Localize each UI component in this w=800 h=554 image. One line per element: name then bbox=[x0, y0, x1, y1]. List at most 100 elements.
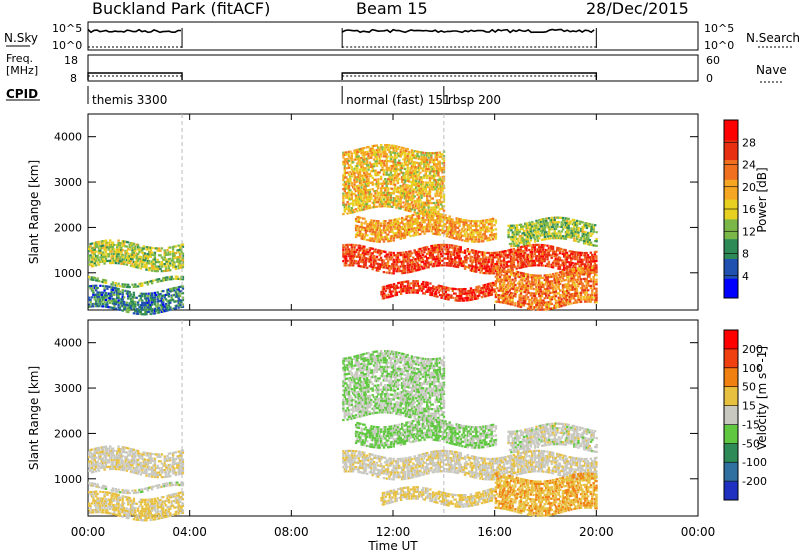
power-cell bbox=[571, 279, 574, 282]
power-cell bbox=[455, 226, 458, 229]
power-cell bbox=[111, 255, 115, 258]
power-cell bbox=[100, 296, 103, 299]
power-cell bbox=[398, 281, 401, 284]
power-cell bbox=[582, 298, 586, 301]
power-cell bbox=[546, 292, 549, 295]
power-cell bbox=[401, 221, 404, 224]
power-cell bbox=[148, 251, 151, 254]
power-cell bbox=[142, 256, 145, 259]
power-cell bbox=[371, 268, 374, 271]
power-cell bbox=[477, 240, 481, 243]
power-cell bbox=[357, 244, 360, 247]
power-cell bbox=[526, 278, 530, 281]
power-cell bbox=[484, 219, 488, 222]
power-cell bbox=[414, 184, 418, 187]
power-cell bbox=[122, 244, 126, 248]
power-cell bbox=[530, 248, 534, 251]
power-cell bbox=[358, 177, 362, 180]
power-cell bbox=[180, 259, 183, 262]
power-cell bbox=[414, 179, 418, 182]
power-cell bbox=[446, 288, 449, 292]
power-cell bbox=[430, 245, 433, 248]
power-cell bbox=[381, 259, 384, 262]
power-cell bbox=[361, 249, 365, 252]
power-cell bbox=[490, 251, 493, 255]
power-cell bbox=[128, 302, 131, 305]
power-cell bbox=[394, 218, 397, 221]
nsky-trace-1 bbox=[341, 28, 595, 34]
power-cell bbox=[465, 259, 468, 262]
power-cell bbox=[367, 227, 370, 230]
power-cell bbox=[426, 284, 429, 287]
power-cell bbox=[95, 302, 98, 305]
power-cell bbox=[142, 313, 145, 316]
power-cell bbox=[410, 214, 414, 217]
power-cell bbox=[379, 153, 383, 156]
power-cell bbox=[572, 301, 576, 304]
power-cell bbox=[553, 304, 556, 307]
power-cell bbox=[458, 254, 461, 258]
power-cell bbox=[358, 179, 362, 182]
power-cell bbox=[374, 257, 377, 260]
power-cell bbox=[388, 265, 391, 268]
power-cell bbox=[395, 291, 399, 294]
power-cell bbox=[402, 290, 406, 293]
power-cell bbox=[178, 248, 182, 251]
power-cell bbox=[381, 148, 384, 151]
power-cell bbox=[510, 271, 513, 274]
power-cell bbox=[114, 289, 117, 292]
power-cell bbox=[392, 263, 395, 266]
power-cell bbox=[500, 294, 503, 297]
power-cell bbox=[591, 291, 594, 294]
power-cell bbox=[367, 253, 370, 256]
power-cell bbox=[447, 264, 450, 267]
power-cell bbox=[449, 218, 453, 221]
power-cell bbox=[113, 298, 116, 301]
power-cell bbox=[455, 235, 458, 238]
power-cell bbox=[403, 176, 407, 180]
power-cell bbox=[405, 209, 408, 212]
power-cell bbox=[124, 252, 127, 255]
power-cell bbox=[373, 237, 376, 240]
power-cell bbox=[557, 265, 560, 268]
power-cell bbox=[491, 238, 495, 241]
power-cell bbox=[430, 260, 433, 264]
power-cell bbox=[449, 257, 453, 261]
power-cell bbox=[480, 238, 484, 241]
power-cell bbox=[90, 284, 94, 288]
power-cell bbox=[393, 183, 397, 186]
power-cell bbox=[503, 288, 506, 291]
power-cell bbox=[176, 258, 179, 261]
freq-strip-frame bbox=[87, 54, 699, 82]
power-cell bbox=[379, 164, 383, 167]
power-cell bbox=[440, 285, 443, 288]
power-cell bbox=[381, 162, 384, 165]
power-cell bbox=[461, 288, 464, 291]
power-cell bbox=[443, 297, 446, 300]
power-cell bbox=[354, 220, 358, 223]
power-cell bbox=[96, 295, 99, 299]
power-cell bbox=[423, 246, 426, 249]
power-cell bbox=[378, 233, 381, 236]
power-cell bbox=[510, 296, 513, 299]
power-cell bbox=[180, 243, 183, 246]
power-cell bbox=[157, 295, 161, 298]
power-cell bbox=[116, 246, 119, 249]
power-cell bbox=[347, 209, 351, 212]
power-cell bbox=[409, 173, 412, 176]
power-cell bbox=[522, 299, 525, 302]
power-cell bbox=[422, 230, 425, 233]
power-cell bbox=[448, 220, 451, 223]
power-cell bbox=[358, 164, 362, 167]
power-cell bbox=[142, 308, 145, 311]
power-cell bbox=[554, 290, 558, 293]
power-cell bbox=[572, 295, 576, 298]
power-cell bbox=[116, 255, 119, 258]
power-cell bbox=[374, 160, 377, 163]
power-cell bbox=[490, 261, 493, 264]
power-cell bbox=[371, 149, 374, 152]
power-cell bbox=[403, 267, 407, 270]
power-cell bbox=[508, 275, 511, 278]
power-cell bbox=[416, 257, 419, 260]
power-cell bbox=[486, 287, 489, 290]
